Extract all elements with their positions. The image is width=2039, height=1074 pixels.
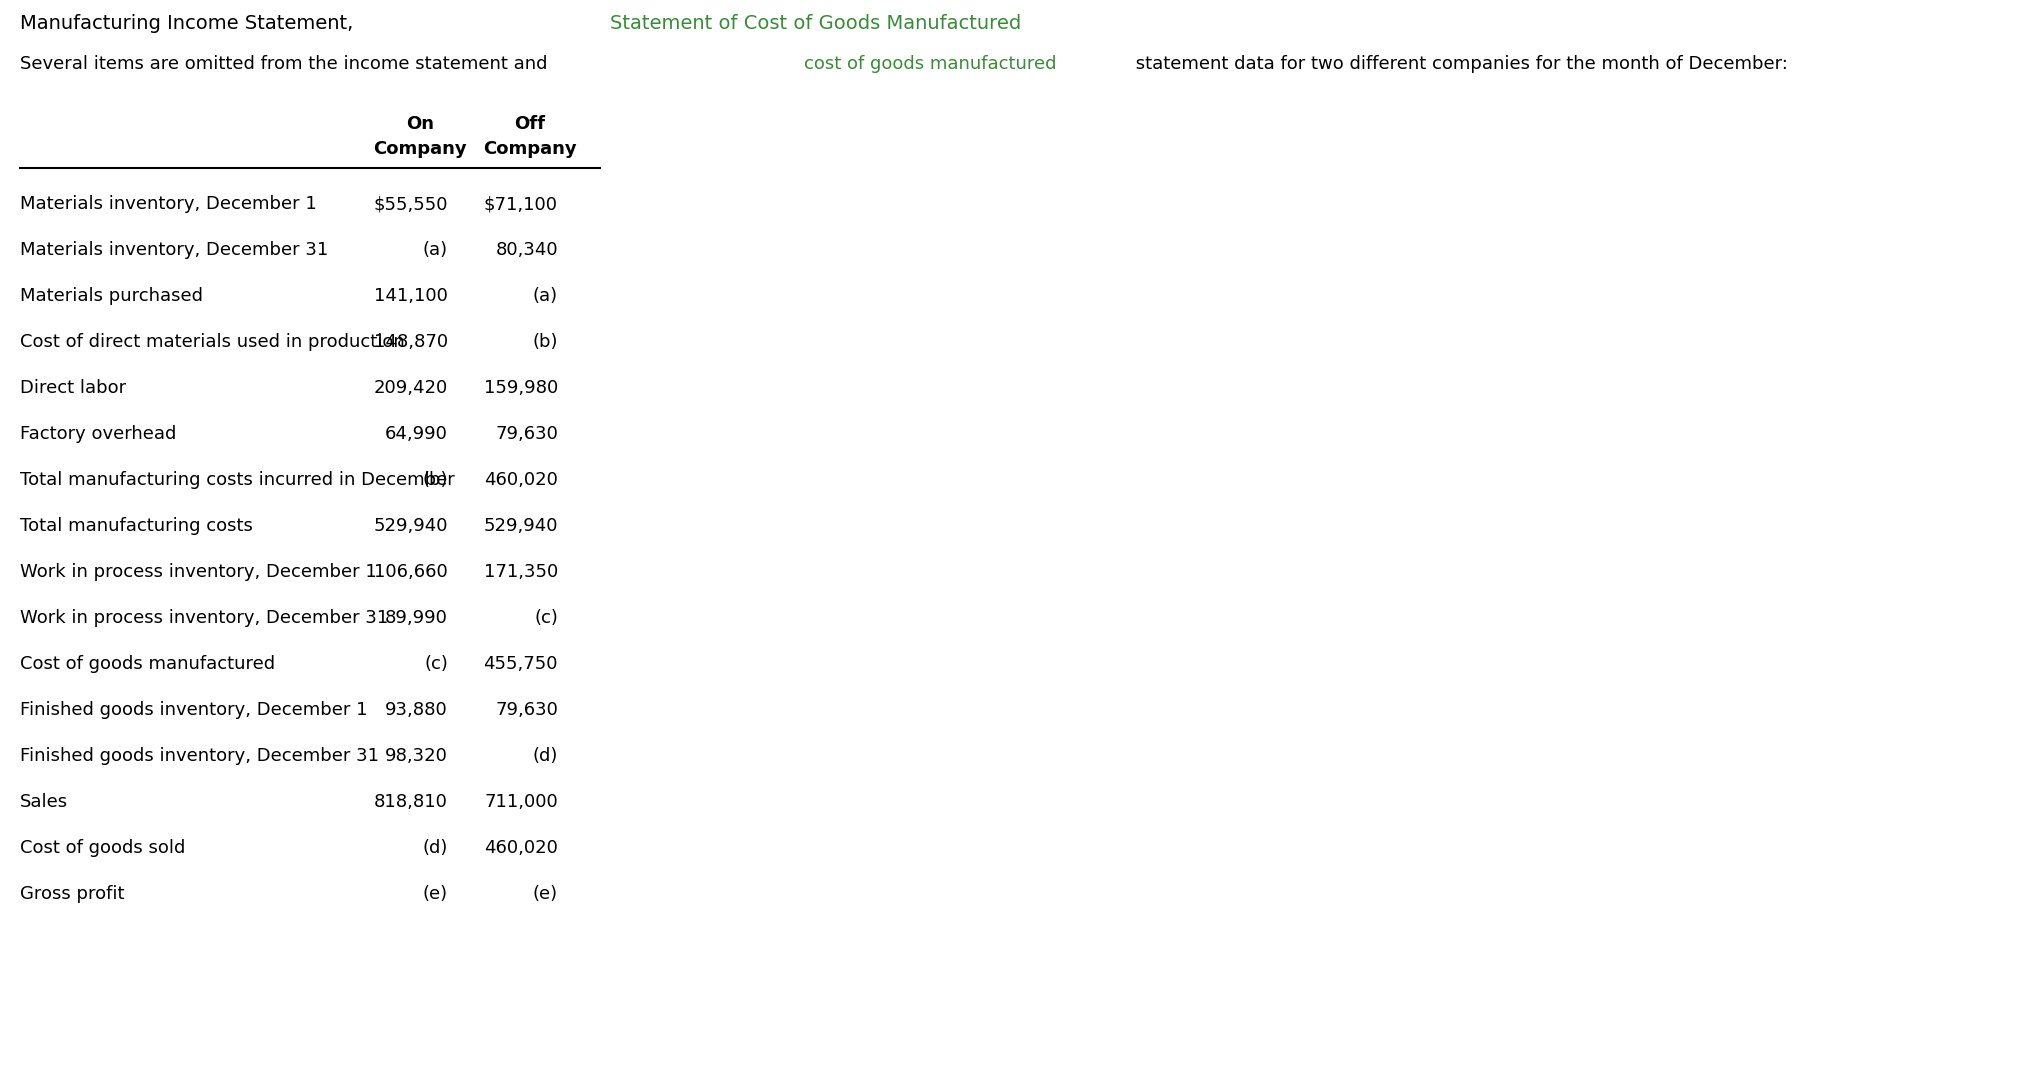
Text: Cost of goods sold: Cost of goods sold <box>20 839 186 857</box>
Text: (e): (e) <box>532 885 559 903</box>
Text: Finished goods inventory, December 1: Finished goods inventory, December 1 <box>20 701 367 719</box>
Text: Factory overhead: Factory overhead <box>20 425 175 442</box>
Text: Off: Off <box>514 115 544 133</box>
Text: Finished goods inventory, December 31: Finished goods inventory, December 31 <box>20 748 379 765</box>
Text: Several items are omitted from the income statement and: Several items are omitted from the incom… <box>20 55 553 73</box>
Text: 460,020: 460,020 <box>483 471 559 489</box>
Text: (d): (d) <box>422 839 449 857</box>
Text: 455,750: 455,750 <box>483 655 559 673</box>
Text: Company: Company <box>483 140 577 158</box>
Text: Work in process inventory, December 1: Work in process inventory, December 1 <box>20 563 377 581</box>
Text: 64,990: 64,990 <box>385 425 449 442</box>
Text: (b): (b) <box>422 471 449 489</box>
Text: 79,630: 79,630 <box>495 701 559 719</box>
Text: 148,870: 148,870 <box>373 333 449 351</box>
Text: 209,420: 209,420 <box>373 379 449 397</box>
Text: 79,630: 79,630 <box>495 425 559 442</box>
Text: (e): (e) <box>422 885 449 903</box>
Text: 80,340: 80,340 <box>495 241 559 259</box>
Text: 460,020: 460,020 <box>483 839 559 857</box>
Text: 529,940: 529,940 <box>373 517 449 535</box>
Text: Cost of direct materials used in production: Cost of direct materials used in product… <box>20 333 404 351</box>
Text: Gross profit: Gross profit <box>20 885 124 903</box>
Text: 93,880: 93,880 <box>385 701 449 719</box>
Text: Sales: Sales <box>20 793 67 811</box>
Text: 818,810: 818,810 <box>373 793 449 811</box>
Text: 98,320: 98,320 <box>385 748 449 765</box>
Text: Manufacturing Income Statement,: Manufacturing Income Statement, <box>20 14 359 33</box>
Text: Cost of goods manufactured: Cost of goods manufactured <box>20 655 275 673</box>
Text: 159,980: 159,980 <box>483 379 559 397</box>
Text: Total manufacturing costs incurred in December: Total manufacturing costs incurred in De… <box>20 471 455 489</box>
Text: Materials inventory, December 31: Materials inventory, December 31 <box>20 241 328 259</box>
Text: $55,550: $55,550 <box>373 195 449 213</box>
Text: cost of goods manufactured: cost of goods manufactured <box>803 55 1056 73</box>
Text: 106,660: 106,660 <box>373 563 449 581</box>
Text: On: On <box>406 115 434 133</box>
Text: (a): (a) <box>532 287 559 305</box>
Text: 529,940: 529,940 <box>483 517 559 535</box>
Text: (c): (c) <box>534 609 559 627</box>
Text: (a): (a) <box>422 241 449 259</box>
Text: Direct labor: Direct labor <box>20 379 126 397</box>
Text: (c): (c) <box>424 655 449 673</box>
Text: 171,350: 171,350 <box>483 563 559 581</box>
Text: (b): (b) <box>532 333 559 351</box>
Text: statement data for two different companies for the month of December:: statement data for two different compani… <box>1130 55 1788 73</box>
Text: 89,990: 89,990 <box>385 609 449 627</box>
Text: 141,100: 141,100 <box>373 287 449 305</box>
Text: (d): (d) <box>532 748 559 765</box>
Text: 711,000: 711,000 <box>483 793 559 811</box>
Text: Work in process inventory, December 31: Work in process inventory, December 31 <box>20 609 387 627</box>
Text: Materials inventory, December 1: Materials inventory, December 1 <box>20 195 316 213</box>
Text: $71,100: $71,100 <box>483 195 559 213</box>
Text: Company: Company <box>373 140 467 158</box>
Text: Total manufacturing costs: Total manufacturing costs <box>20 517 253 535</box>
Text: Statement of Cost of Goods Manufactured: Statement of Cost of Goods Manufactured <box>610 14 1022 33</box>
Text: Materials purchased: Materials purchased <box>20 287 204 305</box>
